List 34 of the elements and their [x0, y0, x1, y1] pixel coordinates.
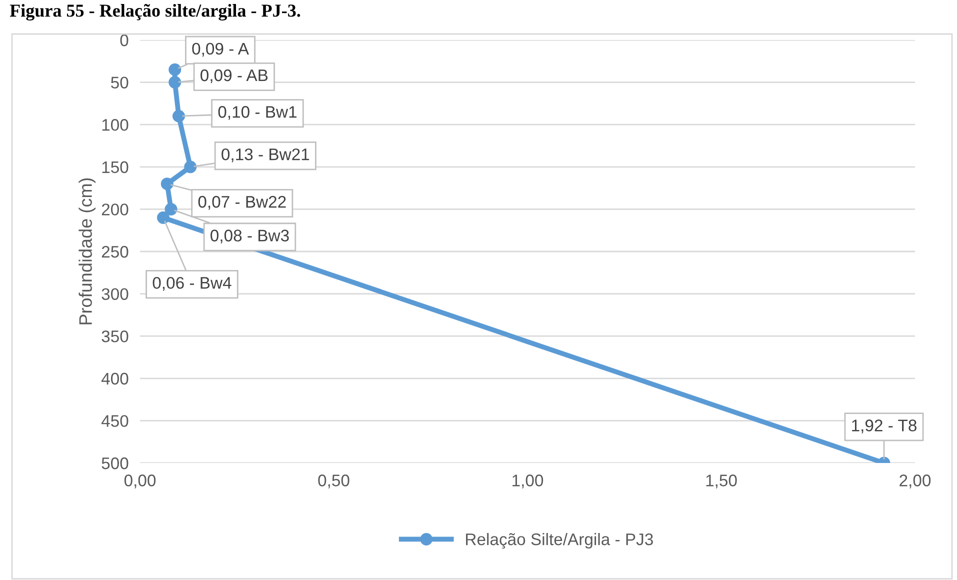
x-tick-label: 1,50: [706, 474, 737, 488]
point: [168, 63, 182, 76]
annotation: 0,07 - Bw22: [198, 196, 286, 210]
point: [172, 110, 185, 122]
y-tick-label: 0: [120, 34, 128, 46]
point: [157, 211, 170, 224]
y-tick-label: 450: [101, 415, 128, 427]
annotation: 0,10 - Bw1: [218, 106, 296, 120]
x-tick-label: 2,00: [900, 474, 931, 488]
annotation: 0,09 - A: [192, 42, 249, 57]
y-tick-label: 50: [111, 76, 128, 89]
y-tick-label: 100: [102, 119, 128, 131]
y-tick-label: 200: [102, 204, 128, 216]
y-tick-label: 500: [102, 457, 128, 470]
annotation: 0,08 - Bw3: [210, 230, 289, 244]
annotation: 1,92 - T8: [852, 420, 916, 434]
x-tick-label: 0,50: [318, 474, 350, 488]
point: [160, 178, 174, 190]
y-tick-label: 150: [102, 161, 128, 174]
chart-title: Figura 55 - Relação silte/argila - PJ-3.: [10, 4, 300, 21]
annotation: 0,09 - AB: [200, 69, 268, 84]
y-tick-label: 400: [101, 372, 128, 385]
y-tick-label: 250: [102, 246, 128, 258]
annotation: 0,06 - Bw4: [152, 277, 232, 291]
point: [164, 202, 178, 216]
annotation: 0,13 - Bw21: [222, 148, 310, 162]
y-tick-label: 300: [102, 288, 128, 300]
point: [168, 76, 182, 89]
x-tick-label: 0,00: [124, 474, 156, 488]
x-tick-label: 1,00: [512, 474, 544, 488]
y-axis-title: Profundidade (cm): [78, 178, 96, 324]
legend-label: Relação Silte/Argila - PJ3: [466, 532, 653, 549]
y-tick-label: 350: [102, 330, 128, 342]
point: [184, 160, 197, 174]
